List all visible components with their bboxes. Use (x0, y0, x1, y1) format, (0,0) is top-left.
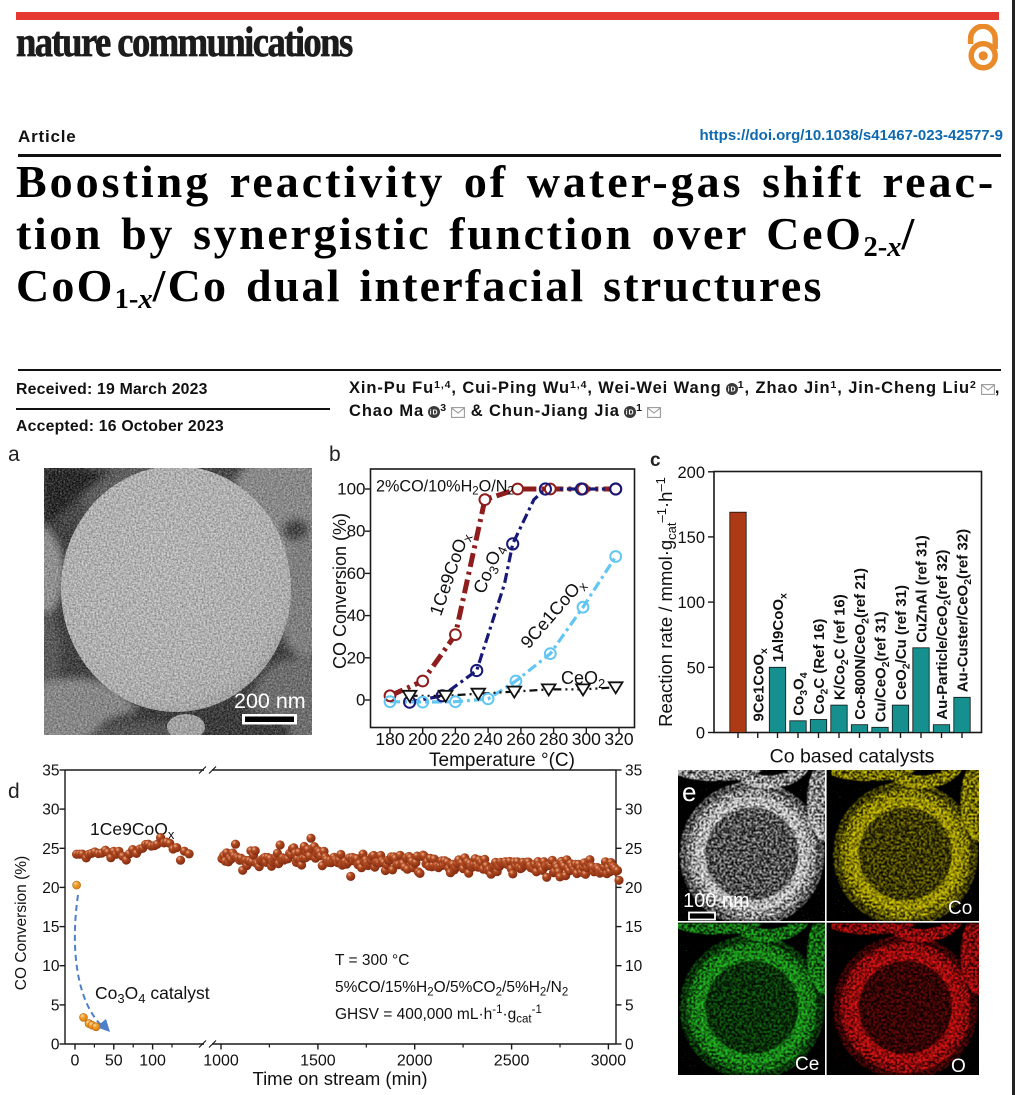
svg-text:O: O (951, 1056, 966, 1075)
svg-text:40: 40 (347, 606, 366, 625)
svg-text:0: 0 (51, 1037, 60, 1054)
svg-text:220: 220 (441, 729, 470, 749)
svg-text:180: 180 (375, 729, 404, 749)
svg-text:25: 25 (42, 841, 59, 858)
svg-text:200 nm: 200 nm (234, 689, 306, 713)
svg-text:CeO2/Cu (ref 31): CeO2/Cu (ref 31) (893, 585, 913, 700)
svg-text:2000: 2000 (397, 1053, 433, 1070)
svg-text:0: 0 (696, 725, 705, 743)
svg-text:25: 25 (625, 841, 642, 858)
svg-text:100: 100 (139, 1053, 166, 1070)
svg-text:CO Conversion (%): CO Conversion (%) (13, 856, 30, 990)
svg-text:5: 5 (51, 997, 60, 1014)
svg-text:50: 50 (687, 659, 705, 677)
svg-text:Co: Co (948, 898, 972, 919)
svg-text:100: 100 (337, 480, 365, 499)
svg-text:e: e (682, 777, 696, 807)
svg-text:Time on stream (min): Time on stream (min) (252, 1068, 427, 1089)
svg-text:150: 150 (677, 529, 705, 547)
svg-text:Co2C (Ref 16): Co2C (Ref 16) (811, 619, 831, 715)
svg-text:1000: 1000 (203, 1053, 239, 1070)
svg-text:15: 15 (42, 919, 59, 936)
svg-text:10: 10 (625, 958, 643, 975)
svg-text:0: 0 (356, 691, 365, 710)
svg-text:3000: 3000 (591, 1053, 627, 1070)
svg-text:Ce: Ce (795, 1054, 819, 1075)
svg-text:320: 320 (604, 729, 633, 749)
svg-text:CO Conversion (%): CO Conversion (%) (330, 513, 350, 669)
svg-text:Co3O4 catalyst: Co3O4 catalyst (95, 983, 210, 1006)
svg-text:15: 15 (625, 919, 642, 936)
svg-text:Co based catalysts: Co based catalysts (770, 746, 935, 768)
svg-text:0: 0 (625, 1037, 634, 1054)
svg-text:Au-Custer/CeO2(ref 32): Au-Custer/CeO2(ref 32) (955, 529, 975, 692)
svg-text:2%CO/10%H2O/N2: 2%CO/10%H2O/N2 (376, 478, 514, 498)
svg-text:1Ce9CoOx: 1Ce9CoOx (90, 819, 175, 842)
svg-text:60: 60 (347, 564, 366, 583)
svg-text:Cu/CeO2(ref 31): Cu/CeO2(ref 31) (873, 611, 893, 722)
svg-text:260: 260 (506, 729, 535, 749)
svg-text:35: 35 (42, 763, 59, 780)
svg-text:20: 20 (347, 648, 366, 667)
svg-text:20: 20 (625, 880, 643, 897)
svg-text:30: 30 (625, 802, 643, 819)
svg-text:T = 300 °C: T = 300 °C (335, 952, 409, 969)
svg-text:CeO2: CeO2 (561, 668, 605, 691)
svg-text:10: 10 (42, 958, 60, 975)
svg-text:20: 20 (42, 880, 60, 897)
svg-text:9Ce1CoOx: 9Ce1CoOx (751, 648, 771, 722)
svg-text:5: 5 (625, 997, 634, 1014)
svg-text:K/Co2C (ref 16): K/Co2C (ref 16) (832, 594, 852, 700)
svg-text:Co-800N/CeO2(ref 21): Co-800N/CeO2(ref 21) (852, 568, 872, 720)
svg-text:280: 280 (539, 729, 568, 749)
svg-text:100: 100 (677, 594, 705, 612)
svg-text:Co3O4: Co3O4 (791, 672, 811, 716)
svg-text:50: 50 (105, 1053, 123, 1070)
svg-text:iD: iD (430, 410, 439, 417)
svg-text:GHSV = 400,000 mL·h-1·gcat-1: GHSV = 400,000 mL·h-1·gcat-1 (335, 1004, 542, 1026)
svg-text:240: 240 (473, 729, 502, 749)
svg-text:1500: 1500 (300, 1053, 336, 1070)
svg-text:iD: iD (727, 387, 736, 394)
svg-text:2500: 2500 (494, 1053, 530, 1070)
svg-text:Reaction rate / mmol·gcat–1·h–: Reaction rate / mmol·gcat–1·h–1 (655, 477, 679, 727)
svg-text:0: 0 (71, 1053, 80, 1070)
svg-text:80: 80 (347, 522, 366, 541)
svg-text:Temperature °(C): Temperature °(C) (429, 750, 575, 771)
svg-text:30: 30 (42, 802, 60, 819)
svg-text:200: 200 (408, 729, 437, 749)
svg-text:Au-Particle/CeO2(ref 32): Au-Particle/CeO2(ref 32) (934, 550, 954, 720)
svg-text:1Al9CoOx: 1Al9CoOx (770, 593, 790, 662)
svg-text:100 nm: 100 nm (683, 890, 750, 912)
svg-text:5%CO/15%H2O/5%CO2/5%H2/N2: 5%CO/15%H2O/5%CO2/5%H2/N2 (335, 979, 568, 999)
svg-text:300: 300 (572, 729, 601, 749)
svg-text:iD: iD (626, 410, 635, 417)
svg-text:200: 200 (677, 464, 705, 482)
svg-text:35: 35 (625, 763, 642, 780)
svg-text:CuZnAl (ref 31): CuZnAl (ref 31) (914, 535, 931, 643)
